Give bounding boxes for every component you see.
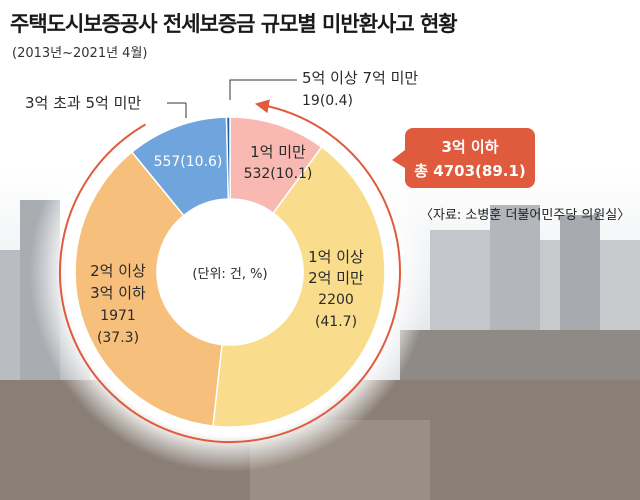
label-s1-name: 1억 미만 bbox=[250, 143, 306, 161]
total-arc-arrow bbox=[59, 99, 401, 443]
label-s3-value: 1971 bbox=[100, 308, 136, 324]
label-s2-percent: (41.7) bbox=[315, 314, 357, 330]
label-s5-name: 5억 이상 7억 미만 bbox=[302, 69, 418, 87]
callout-line-2: 총 4703(89.1) bbox=[414, 162, 526, 180]
unit-label: (단위: 건, %) bbox=[192, 267, 267, 282]
label-s3-name-2: 3억 이하 bbox=[90, 284, 146, 302]
callout-background bbox=[405, 128, 535, 188]
donut-hole bbox=[157, 199, 303, 345]
label-s3-percent: (37.3) bbox=[97, 330, 139, 346]
label-s5-value: 19(0.4) bbox=[302, 93, 353, 109]
source-note: 〈자료: 소병훈 더불어민주당 의원실〉 bbox=[420, 208, 631, 223]
donut-slices bbox=[74, 116, 386, 428]
label-s2-name-1: 1억 이상 bbox=[308, 248, 364, 266]
label-s4-name: 3억 초과 5억 미만 bbox=[25, 94, 141, 112]
leader-s5 bbox=[229, 79, 297, 100]
chart-title: 주택도시보증공사 전세보증금 규모별 미반환사고 현황 bbox=[10, 12, 458, 36]
label-s1-value: 532(10.1) bbox=[244, 166, 313, 182]
label-s2-value: 2200 bbox=[318, 292, 354, 308]
label-s4-value: 557(10.6) bbox=[154, 154, 223, 170]
chart-subtitle: (2013년~2021년 4월) bbox=[12, 46, 148, 61]
callout-pointer bbox=[392, 150, 405, 168]
callout-box: 3억 이하 총 4703(89.1) bbox=[392, 128, 535, 188]
label-s3-name-1: 2억 이상 bbox=[90, 262, 146, 280]
callout-line-1: 3억 이하 bbox=[441, 138, 498, 156]
label-s2-name-2: 2억 미만 bbox=[308, 269, 364, 287]
